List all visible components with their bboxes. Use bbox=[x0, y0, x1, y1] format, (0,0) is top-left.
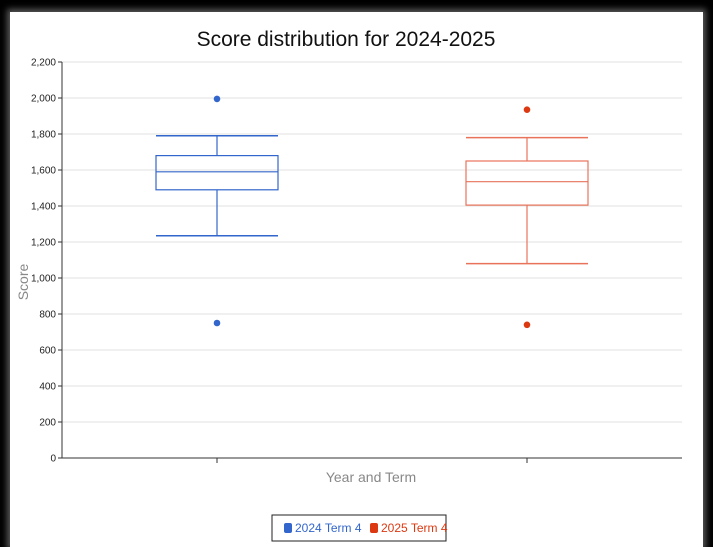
legend-label: 2025 Term 4 bbox=[381, 521, 448, 535]
legend-item-2[interactable]: 2025 Term 4 bbox=[370, 521, 448, 535]
box-2 bbox=[465, 106, 589, 329]
legend-label: 2024 Term 4 bbox=[295, 521, 362, 535]
y-tick-label: 1,600 bbox=[31, 166, 56, 177]
legend-box bbox=[271, 514, 447, 542]
outlier-point bbox=[523, 321, 531, 329]
legend[interactable]: 2024 Term 4 2025 Term 4 bbox=[271, 514, 448, 542]
y-tick-label: 1,200 bbox=[31, 238, 56, 249]
box-plot-chart: Score distribution for 2024-2025 0 200 400… bbox=[15, 28, 682, 542]
y-tick-label: 2,200 bbox=[31, 58, 56, 69]
boxes bbox=[155, 95, 589, 329]
legend-item-1[interactable]: 2024 Term 4 bbox=[284, 521, 362, 535]
y-tick-label: 200 bbox=[39, 418, 56, 429]
box-1 bbox=[155, 95, 279, 327]
y-tick-label: 400 bbox=[39, 382, 56, 393]
y-axis-title: Score bbox=[15, 264, 31, 301]
outlier-point bbox=[523, 106, 531, 113]
y-tick-label: 600 bbox=[39, 346, 56, 357]
iqr-box bbox=[155, 155, 279, 191]
gridlines bbox=[62, 61, 682, 423]
iqr-box bbox=[465, 160, 589, 206]
x-axis-title: Year and Term bbox=[326, 469, 416, 485]
y-tick-label: 2,000 bbox=[31, 94, 56, 105]
y-tick-label: 1,400 bbox=[31, 202, 56, 213]
y-tick-label: 0 bbox=[50, 454, 56, 465]
outlier-point bbox=[213, 95, 221, 103]
y-tick-label: 800 bbox=[39, 310, 56, 321]
legend-marker bbox=[370, 523, 378, 533]
chart-title: Score distribution for 2024-2025 bbox=[197, 28, 496, 51]
chart-container: Score distribution for 2024-2025 0 200 400… bbox=[10, 12, 703, 547]
outlier-point bbox=[213, 319, 221, 327]
y-tick-label: 1,000 bbox=[31, 274, 56, 285]
y-tick-label: 1,800 bbox=[31, 130, 56, 141]
legend-marker bbox=[284, 523, 292, 533]
axes: 0 200 400 600 800 1,000 1,200 1,400 1,600 1,800 2,… bbox=[31, 58, 682, 465]
